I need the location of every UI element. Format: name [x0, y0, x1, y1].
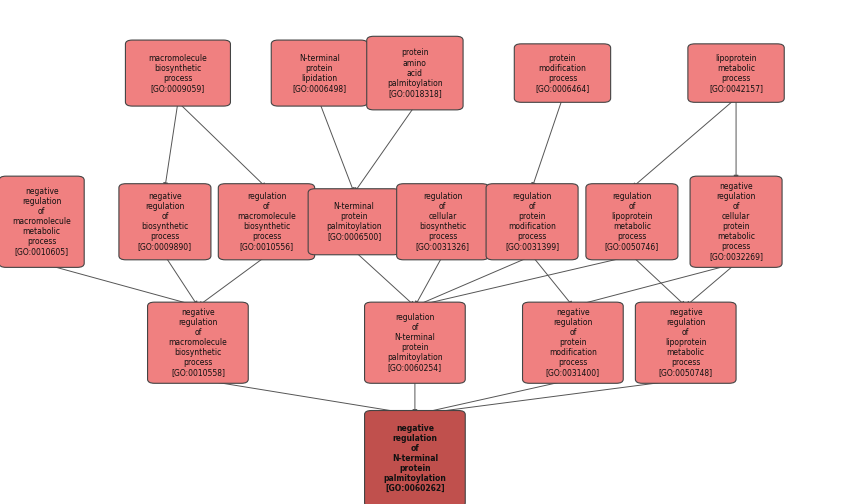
FancyBboxPatch shape — [687, 44, 785, 102]
Text: N-terminal
protein
lipidation
[GO:0006498]: N-terminal protein lipidation [GO:000649… — [293, 53, 346, 93]
Text: lipoprotein
metabolic
process
[GO:0042157]: lipoprotein metabolic process [GO:004215… — [709, 53, 763, 93]
Text: negative
regulation
of
cellular
protein
metabolic
process
[GO:0032269]: negative regulation of cellular protein … — [709, 182, 763, 262]
Text: negative
regulation
of
protein
modification
process
[GO:0031400]: negative regulation of protein modificat… — [546, 308, 600, 377]
FancyBboxPatch shape — [148, 302, 248, 383]
Text: negative
regulation
of
macromolecule
biosynthetic
process
[GO:0010558]: negative regulation of macromolecule bio… — [168, 308, 227, 377]
Text: regulation
of
N-terminal
protein
palmitoylation
[GO:0060254]: regulation of N-terminal protein palmito… — [387, 313, 443, 372]
Text: regulation
of
protein
modification
process
[GO:0031399]: regulation of protein modification proce… — [505, 192, 559, 251]
Text: macromolecule
biosynthetic
process
[GO:0009059]: macromolecule biosynthetic process [GO:0… — [148, 53, 207, 93]
FancyBboxPatch shape — [690, 176, 782, 267]
Text: N-terminal
protein
palmitoylation
[GO:0006500]: N-terminal protein palmitoylation [GO:00… — [326, 202, 382, 241]
FancyBboxPatch shape — [366, 36, 464, 110]
Text: negative
regulation
of
N-terminal
protein
palmitoylation
[GO:0060262]: negative regulation of N-terminal protei… — [384, 424, 446, 493]
FancyBboxPatch shape — [119, 183, 211, 260]
Text: negative
regulation
of
macromolecule
metabolic
process
[GO:0010605]: negative regulation of macromolecule met… — [12, 187, 71, 257]
FancyBboxPatch shape — [523, 302, 623, 383]
FancyBboxPatch shape — [365, 302, 465, 383]
FancyBboxPatch shape — [365, 410, 465, 504]
Text: negative
regulation
of
lipoprotein
metabolic
process
[GO:0050748]: negative regulation of lipoprotein metab… — [659, 308, 713, 377]
FancyBboxPatch shape — [308, 189, 400, 255]
FancyBboxPatch shape — [0, 176, 84, 267]
FancyBboxPatch shape — [397, 183, 489, 260]
FancyBboxPatch shape — [515, 44, 611, 102]
FancyBboxPatch shape — [271, 40, 368, 106]
FancyBboxPatch shape — [125, 40, 230, 106]
Text: regulation
of
cellular
biosynthetic
process
[GO:0031326]: regulation of cellular biosynthetic proc… — [416, 192, 470, 251]
FancyBboxPatch shape — [219, 183, 314, 260]
Text: regulation
of
lipoprotein
metabolic
process
[GO:0050746]: regulation of lipoprotein metabolic proc… — [605, 192, 659, 251]
FancyBboxPatch shape — [635, 302, 736, 383]
FancyBboxPatch shape — [586, 183, 678, 260]
Text: protein
modification
process
[GO:0006464]: protein modification process [GO:0006464… — [536, 53, 589, 93]
Text: regulation
of
macromolecule
biosynthetic
process
[GO:0010556]: regulation of macromolecule biosynthetic… — [237, 192, 296, 251]
Text: negative
regulation
of
biosynthetic
process
[GO:0009890]: negative regulation of biosynthetic proc… — [138, 192, 192, 251]
Text: protein
amino
acid
palmitoylation
[GO:0018318]: protein amino acid palmitoylation [GO:00… — [387, 48, 443, 98]
FancyBboxPatch shape — [486, 183, 578, 260]
